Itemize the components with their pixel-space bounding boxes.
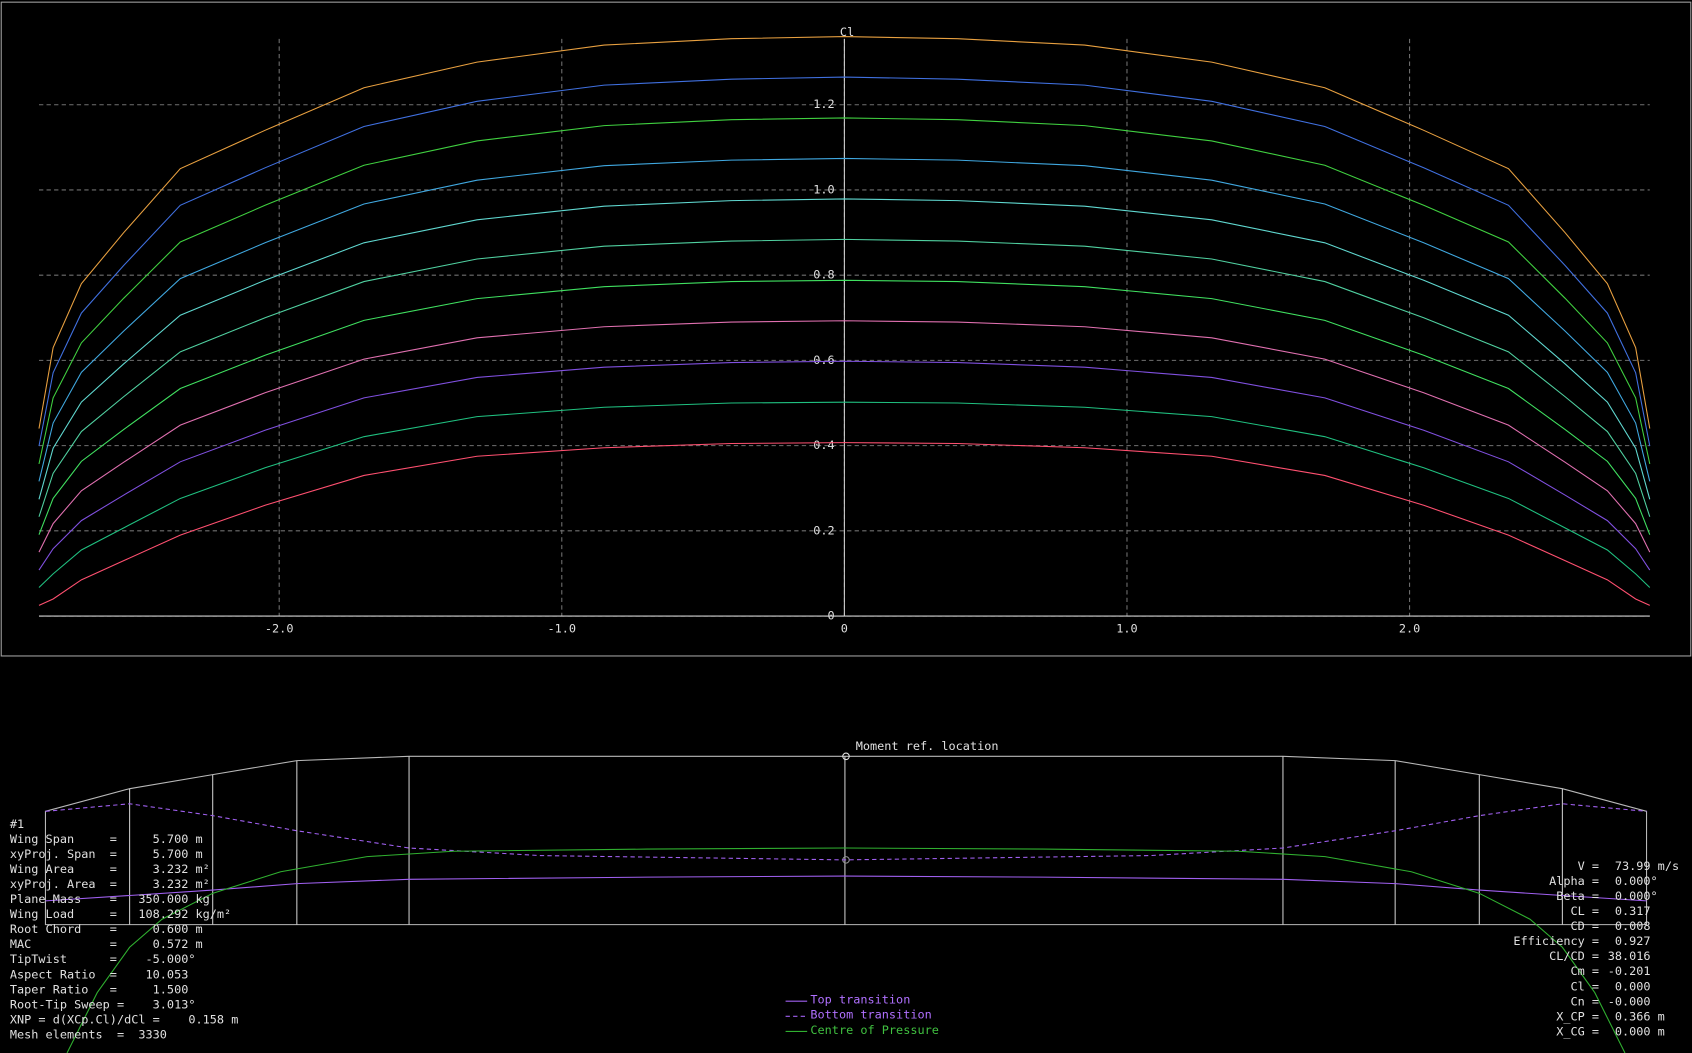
- info-line: Aspect Ratio = 10.053: [10, 967, 189, 981]
- result-value: 38.016: [1608, 949, 1651, 963]
- bottom-transition: [45, 803, 1647, 861]
- planform: [44, 752, 1648, 1053]
- x-tick-label: 0: [841, 621, 848, 635]
- result-label: Beta =: [1556, 889, 1599, 903]
- moment-ref-marker: [842, 752, 850, 761]
- result-value: 0.366 m: [1608, 1009, 1665, 1023]
- cl-curve: [38, 36, 1651, 429]
- x-tick-label: -2.0: [265, 621, 294, 635]
- cl-curve: [38, 117, 1651, 465]
- wing-outline: [44, 755, 1648, 926]
- result-value: 0.008: [1608, 919, 1651, 933]
- result-label: Cn =: [1571, 994, 1600, 1008]
- y-tick-label: 0.8: [813, 268, 834, 282]
- results: V = 73.99 m/s Alpha = 0.000° Beta = 0.000°…: [1513, 859, 1679, 1039]
- cl-curve: [38, 198, 1651, 500]
- info-line: MAC = 0.572 m: [10, 937, 203, 951]
- result-value: 0.000: [1608, 979, 1651, 993]
- result-value: 0.000°: [1608, 874, 1658, 888]
- y-tick-label: 1.0: [813, 182, 834, 196]
- result-value: 0.000 m: [1608, 1024, 1665, 1038]
- legend-label: Centre of Pressure: [810, 1023, 939, 1037]
- result-value: 0.317: [1608, 904, 1651, 918]
- result-value: 0.000°: [1608, 889, 1658, 903]
- result-label: CD =: [1571, 919, 1600, 933]
- info-line: Wing Area = 3.232 m²: [10, 862, 210, 876]
- x-tick-label: 2.0: [1399, 621, 1420, 635]
- cl-curve: [38, 442, 1650, 606]
- y-tick-label: 0.6: [813, 353, 834, 367]
- cl-curve: [38, 320, 1651, 553]
- info-line: Wing Span = 5.700 m: [10, 832, 203, 846]
- info-line: Taper Ratio = 1.500: [10, 982, 189, 996]
- result-label: Efficiency =: [1513, 934, 1599, 948]
- result-label: X_CP =: [1556, 1009, 1599, 1023]
- y-tick-label: 0.4: [813, 438, 834, 452]
- info-line: XNP = d(XCp.Cl)/dCl = 0.158 m: [10, 1012, 238, 1026]
- cl-curve: [38, 279, 1651, 535]
- top-transition: [45, 875, 1647, 902]
- info-line: #1: [10, 817, 24, 831]
- info-line: xyProj. Span = 5.700 m: [10, 847, 203, 861]
- info-line: Plane Mass = 350.000 kg: [10, 892, 210, 906]
- result-label: CL/CD =: [1549, 949, 1599, 963]
- y-tick-label: 0.2: [813, 523, 834, 537]
- x-tick-label: -1.0: [548, 621, 577, 635]
- info-line: xyProj. Area = 3.232 m²: [10, 877, 210, 891]
- result-label: Cm =: [1571, 964, 1600, 978]
- result-label: Alpha =: [1549, 874, 1599, 888]
- result-label: V =: [1578, 859, 1599, 873]
- info-line: Root Chord = 0.600 m: [10, 922, 203, 936]
- result-label: X_CG =: [1556, 1024, 1599, 1038]
- y-tick-label: 1.2: [813, 97, 834, 111]
- result-value: 0.927: [1608, 934, 1651, 948]
- cl-curve: [38, 401, 1651, 588]
- cl-curve: [38, 360, 1651, 571]
- result-label: CL =: [1571, 904, 1600, 918]
- cl-curve: [38, 76, 1651, 447]
- moment-ref-label: Moment ref. location: [856, 739, 999, 753]
- chart-frame: [0, 1, 1692, 657]
- cl-curve: [38, 157, 1651, 482]
- legend: Top transition Bottom transition Centre …: [785, 993, 939, 1037]
- result-value: -0.201: [1608, 964, 1651, 978]
- centre-of-pressure: [66, 847, 1626, 1053]
- info-line: Mesh elements = 3330: [10, 1027, 167, 1041]
- cl-curve: [38, 238, 1651, 517]
- legend-label: Bottom transition: [810, 1008, 931, 1022]
- plot: 00.20.40.60.81.01.2-2.0-1.001.02.0: [38, 36, 1651, 635]
- result-value: 73.99 m/s: [1608, 859, 1679, 873]
- info-line: TipTwist = -5.000°: [10, 952, 196, 966]
- panel-lines: [129, 756, 1563, 925]
- legend-label: Top transition: [810, 993, 910, 1007]
- info-line: Root-Tip Sweep = 3.013°: [10, 997, 196, 1011]
- info-line: Wing Load = 108.292 kg/m²: [10, 907, 231, 921]
- result-label: Cl =: [1571, 979, 1600, 993]
- x-tick-label: 1.0: [1116, 621, 1137, 635]
- result-value: -0.000: [1608, 994, 1651, 1008]
- chart-title: Cl: [840, 25, 854, 39]
